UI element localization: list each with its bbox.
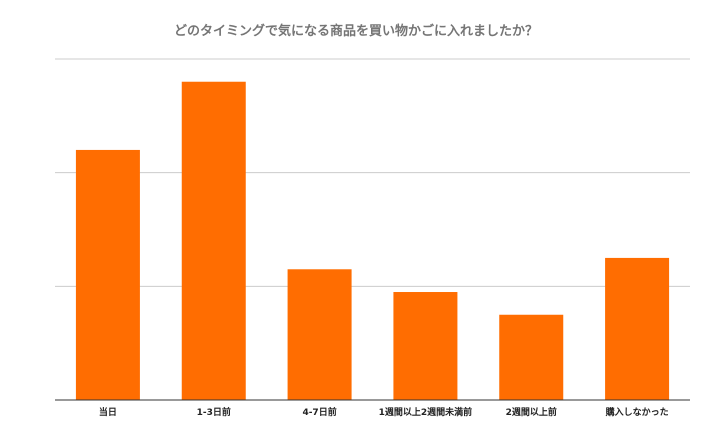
x-tick-labels: 当日 1-3日前 4-7日前 1週間以上2週間未満前 2週間以上前 購入しなかった: [99, 406, 669, 418]
x-tick-label: 4-7日前: [302, 406, 336, 418]
bar: [605, 257, 670, 400]
bars: [75, 81, 670, 400]
chart-title: どのタイミングで気になる商品を買い物かごに入れましたか？: [173, 24, 538, 39]
bar: [393, 292, 458, 400]
x-tick-label: 1-3日前: [197, 406, 231, 418]
x-tick-label: 当日: [99, 406, 117, 418]
x-tick-label: 購入しなかった: [605, 406, 669, 418]
x-tick-label: 2週間以上前: [506, 406, 557, 418]
bar: [499, 314, 564, 400]
gridlines: [55, 58, 690, 287]
bar: [287, 269, 352, 400]
x-tick-label: 1週間以上2週間未満前: [379, 406, 473, 418]
bar: [181, 81, 246, 400]
bar: [75, 149, 140, 400]
